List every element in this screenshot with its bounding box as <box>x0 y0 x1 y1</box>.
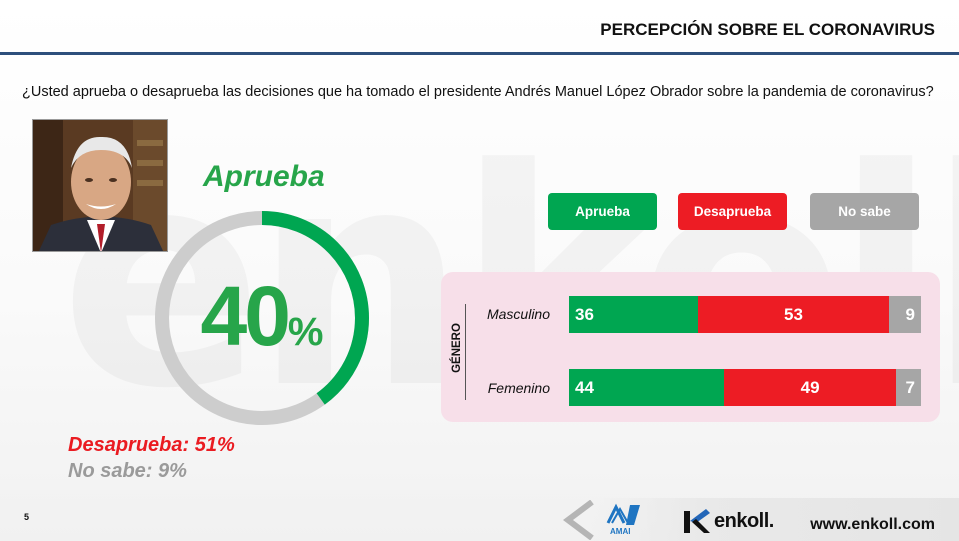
legend-unknown: No sabe <box>810 193 919 230</box>
enkoll-k-icon <box>684 509 710 533</box>
bar-masculino-unknown: 9 <box>888 296 921 333</box>
bar-masculino-approve: 36 <box>569 296 699 333</box>
survey-question: ¿Usted aprueba o desaprueba las decision… <box>22 84 934 100</box>
percent-sign: % <box>287 310 324 354</box>
page-title: PERCEPCIÓN SOBRE EL CORONAVIRUS <box>600 20 935 39</box>
header-divider <box>0 52 959 55</box>
bar-row-femenino: 44 49 7 <box>569 369 921 406</box>
bar-row-masculino: 36 53 9 <box>569 296 921 333</box>
footer-band <box>590 498 959 541</box>
brand-name: enkoll. <box>714 509 774 532</box>
approve-value: 40 <box>200 269 290 363</box>
gender-axis-line <box>465 304 466 400</box>
amai-logo-text: AMAI <box>610 527 630 536</box>
ring-approve-arc <box>155 211 369 425</box>
approve-percentage: 40% <box>150 268 374 365</box>
bar-femenino-disapprove: 49 <box>723 369 897 406</box>
legend-approve: Aprueba <box>548 193 657 230</box>
amai-logo: AMAI <box>606 503 640 536</box>
president-photo <box>32 119 168 252</box>
approve-heading: Aprueba <box>203 160 325 193</box>
category-label-femenino: Femenino <box>487 380 550 396</box>
page-number: 5 <box>24 512 30 522</box>
category-label-masculino: Masculino <box>486 306 550 322</box>
bar-femenino-unknown: 7 <box>896 369 921 406</box>
bar-femenino-approve: 44 <box>569 369 724 406</box>
legend-disapprove: Desaprueba <box>678 193 787 230</box>
website-link[interactable]: www.enkoll.com <box>810 516 935 533</box>
footer-chevron-icon <box>563 500 594 540</box>
unknown-summary: No sabe: 9% <box>68 460 187 482</box>
disapprove-summary: Desaprueba: 51% <box>68 434 235 456</box>
enkoll-logo: enkoll. <box>682 506 774 536</box>
gender-axis-label: GÉNERO <box>451 323 463 373</box>
approval-ring-chart <box>155 211 369 425</box>
bar-masculino-disapprove: 53 <box>698 296 889 333</box>
